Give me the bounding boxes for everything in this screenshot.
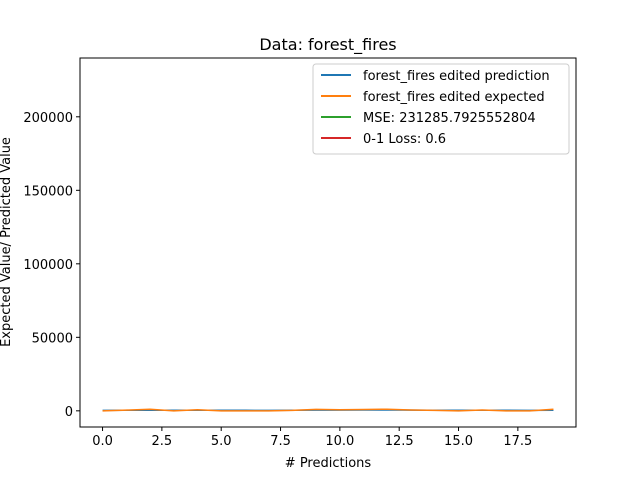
x-tick-label: 2.5 xyxy=(152,434,173,449)
legend-label-2: forest_fires edited expected xyxy=(363,90,545,105)
legend-label-3: MSE: 231285.7925552804 xyxy=(363,111,536,126)
x-tick-label: 12.5 xyxy=(385,434,414,449)
legend: forest_fires edited prediction forest_fir… xyxy=(312,63,570,155)
y-tick-label: 50000 xyxy=(32,331,73,346)
legend-box xyxy=(312,63,570,155)
series-layer xyxy=(102,408,554,412)
x-tick-label: 17.5 xyxy=(503,434,532,449)
legend-label-1: forest_fires edited prediction xyxy=(363,69,550,84)
legend-label-4: 0-1 Loss: 0.6 xyxy=(363,132,446,147)
y-tick-label: 0 xyxy=(65,405,73,420)
y-tick-label: 150000 xyxy=(23,184,73,199)
y-axis: 0 50000 100000 150000 200000 xyxy=(23,111,80,420)
chart-title: Data: forest_fires xyxy=(259,35,396,55)
axes-frame xyxy=(79,57,577,428)
x-axis-label: # Predictions xyxy=(285,456,372,471)
x-tick-label: 10.0 xyxy=(325,434,354,449)
legend-entries: forest_fires edited prediction forest_fir… xyxy=(321,69,550,147)
x-axis: 0.0 2.5 5.0 7.5 10.0 12.5 15.0 17.5 xyxy=(92,427,532,449)
y-axis-label: Expected Value/ Predicted Value xyxy=(0,137,14,347)
x-tick-label: 7.5 xyxy=(270,434,291,449)
x-tick-label: 0.0 xyxy=(92,434,113,449)
y-tick-label: 100000 xyxy=(23,258,73,273)
plot-area xyxy=(79,57,577,428)
series-line-2 xyxy=(102,408,554,412)
y-tick-label: 200000 xyxy=(23,111,73,126)
x-tick-label: 5.0 xyxy=(211,434,232,449)
x-tick-label: 15.0 xyxy=(444,434,473,449)
